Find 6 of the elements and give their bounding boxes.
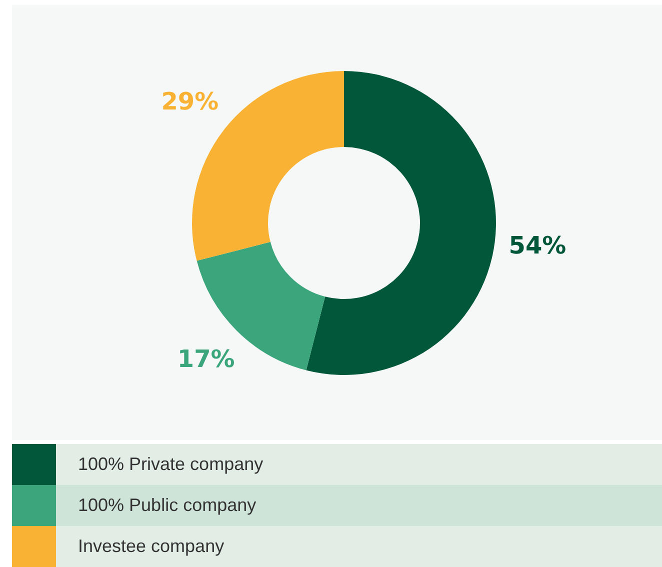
data-label: 29%	[161, 88, 219, 116]
data-label: 17%	[177, 345, 235, 374]
legend-label: 100% Private company	[78, 454, 264, 475]
legend-label: Investee company	[78, 536, 224, 557]
data-label: 54%	[508, 232, 566, 260]
legend-label: 100% Public company	[78, 495, 256, 516]
